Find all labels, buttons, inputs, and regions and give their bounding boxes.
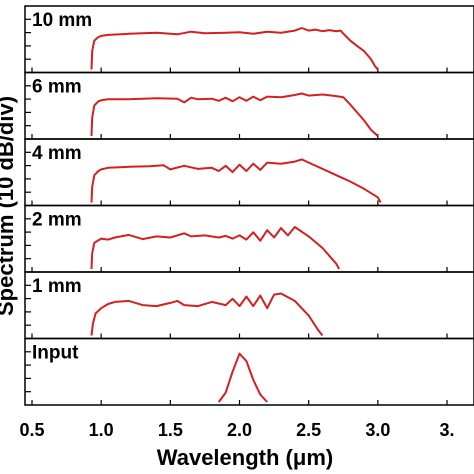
panel-1: 6 mm (24, 71, 474, 140)
panel-4: 1 mm (24, 271, 474, 340)
panels-group: 10 mm 6 mm 4 mm 2 mm 1 mm Input (24, 5, 474, 406)
panel-label: 10 mm (32, 10, 92, 31)
panel-3: 2 mm (24, 204, 474, 273)
x-tick-label: 2.5 (296, 420, 321, 440)
x-tick-label: 3. (439, 420, 454, 440)
panel-label: Input (32, 343, 79, 364)
x-tick-label: 1.5 (158, 420, 183, 440)
x-tick-label: 2.0 (227, 420, 252, 440)
series-line (90, 292, 324, 337)
panel-5: Input (24, 337, 474, 406)
y-axis-title: Spectrum (10 dB/div) (0, 96, 18, 316)
panel-frame (24, 337, 474, 406)
panel-label: 4 mm (32, 143, 82, 164)
x-tick-label: 0.5 (19, 420, 44, 440)
series-line (90, 226, 340, 270)
x-tick-label: 1.0 (89, 420, 114, 440)
panel-label: 2 mm (32, 210, 82, 231)
panel-0: 10 mm (24, 5, 474, 74)
panel-2: 4 mm (24, 138, 474, 207)
series-line (90, 27, 379, 71)
x-axis-title: Wavelength (μm) (157, 445, 333, 470)
x-tick-label: 3.0 (365, 420, 390, 440)
panel-label: 6 mm (32, 77, 82, 98)
series-line (217, 352, 268, 403)
series-line (90, 92, 379, 137)
panel-label: 1 mm (32, 276, 82, 297)
series-line (90, 158, 382, 203)
x-tick-labels: 0.5 1.0 1.5 2.0 2.5 3.0 3. (19, 420, 454, 440)
